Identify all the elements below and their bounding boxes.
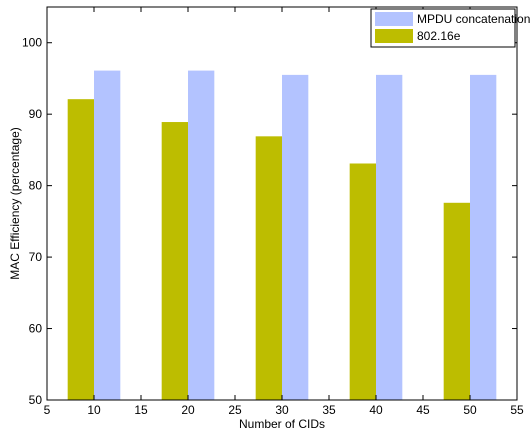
legend: MPDU concatenation 802.16e <box>370 8 530 48</box>
x-tick-label: 40 <box>369 403 383 417</box>
y-axis-label: MAC Efficiency (percentage) <box>8 127 22 280</box>
bar-802-16e-30 <box>255 136 282 400</box>
x-tick-label: 5 <box>44 403 51 417</box>
x-tick-label: 25 <box>228 403 242 417</box>
bar-802-16e-10 <box>67 99 94 401</box>
y-tick-label: 60 <box>29 322 43 336</box>
legend-swatch-mpdu-concatenation <box>375 12 413 26</box>
bars-group <box>67 70 497 401</box>
x-tick-label: 20 <box>181 403 195 417</box>
y-tick-label: 70 <box>29 250 43 264</box>
x-tick-label: 45 <box>416 403 430 417</box>
x-tick-label: 10 <box>87 403 101 417</box>
bar-mpdu-concatenation-30 <box>282 74 309 400</box>
bar-mpdu-concatenation-20 <box>188 70 215 400</box>
legend-label-mpdu-concatenation: MPDU concatenation <box>417 12 530 26</box>
bar-mpdu-concatenation-50 <box>470 74 497 400</box>
legend-label-802-16e: 802.16e <box>417 29 461 43</box>
x-tick-label: 30 <box>275 403 289 417</box>
x-tick-label: 35 <box>322 403 336 417</box>
bar-mpdu-concatenation-40 <box>376 74 403 400</box>
x-axis-label: Number of CIDs <box>239 417 325 431</box>
x-tick-label: 55 <box>510 403 524 417</box>
x-axis: 5 10 15 20 25 30 35 40 45 50 55 <box>44 7 524 417</box>
legend-swatch-802-16e <box>375 29 413 43</box>
bar-mpdu-concatenation-10 <box>94 70 121 400</box>
y-tick-label: 90 <box>29 107 43 121</box>
bar-802-16e-20 <box>161 122 188 400</box>
bar-802-16e-40 <box>349 163 376 400</box>
y-tick-label: 100 <box>22 36 42 50</box>
y-tick-label: 50 <box>29 393 43 407</box>
x-tick-label: 50 <box>463 403 477 417</box>
x-tick-label: 15 <box>134 403 148 417</box>
bar-802-16e-50 <box>443 202 470 400</box>
y-tick-label: 80 <box>29 179 43 193</box>
